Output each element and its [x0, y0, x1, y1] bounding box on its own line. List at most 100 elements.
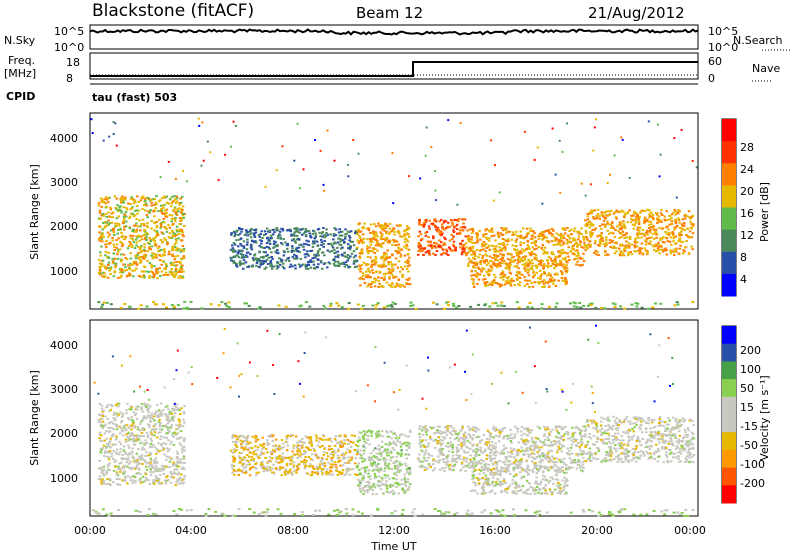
- heatmap-cell: [250, 236, 253, 238]
- heatmap-cell: [524, 265, 527, 267]
- heatmap-cell: [118, 206, 121, 208]
- heatmap-cell: [488, 284, 491, 286]
- heatmap-cell: [135, 439, 138, 441]
- heatmap-cell: [153, 429, 156, 431]
- heatmap-cell: [137, 252, 140, 254]
- heatmap-cell: [241, 459, 244, 461]
- heatmap-cell: [241, 228, 244, 230]
- heatmap-cell: [353, 244, 356, 246]
- heatmap-cell: [636, 303, 639, 305]
- heatmap-cell: [623, 508, 626, 510]
- heatmap-cell: [122, 222, 125, 224]
- heatmap-cell: [657, 124, 659, 126]
- heatmap-cell: [231, 465, 234, 467]
- heatmap-cell: [123, 206, 126, 208]
- heatmap-cell: [136, 264, 139, 266]
- heatmap-cell: [268, 239, 271, 241]
- heatmap-cell: [149, 462, 152, 464]
- heatmap-cell: [258, 266, 261, 268]
- heatmap-cell: [314, 472, 317, 474]
- heatmap-cell: [337, 254, 340, 256]
- heatmap-cell: [230, 146, 232, 148]
- heatmap-cell: [558, 255, 561, 257]
- heatmap-cell: [398, 260, 401, 262]
- heatmap-cell: [149, 445, 152, 447]
- heatmap-cell: [294, 454, 297, 456]
- heatmap-cell: [670, 217, 673, 219]
- heatmap-cell: [579, 307, 582, 309]
- heatmap-cell: [344, 255, 347, 257]
- heatmap-cell: [554, 240, 557, 242]
- heatmap-cell: [482, 249, 485, 251]
- heatmap-cell: [679, 210, 682, 212]
- heatmap-cell: [117, 229, 120, 231]
- heatmap-cell: [639, 227, 642, 229]
- heatmap-cell: [395, 276, 398, 278]
- heatmap-cell: [371, 281, 374, 283]
- heatmap-cell: [323, 305, 326, 307]
- heatmap-cell: [142, 219, 145, 221]
- heatmap-cell: [566, 227, 569, 229]
- heatmap-cell: [322, 464, 325, 466]
- heatmap-cell: [679, 514, 682, 516]
- heatmap-cell: [242, 463, 245, 465]
- heatmap-cell: [345, 513, 348, 515]
- heatmap-cell: [399, 284, 402, 286]
- heatmap-cell: [606, 221, 609, 223]
- heatmap-cell: [600, 234, 603, 236]
- heatmap-cell: [107, 232, 110, 234]
- heatmap-cell: [317, 473, 320, 475]
- heatmap-cell: [120, 253, 123, 255]
- heatmap-cell: [366, 263, 369, 265]
- heatmap-cell: [620, 243, 623, 245]
- heatmap-cell: [551, 253, 554, 255]
- heatmap-cell: [135, 231, 138, 233]
- heatmap-cell: [578, 231, 581, 233]
- heatmap-cell: [102, 213, 105, 215]
- heatmap-cell: [486, 271, 489, 273]
- heatmap-cell: [331, 451, 334, 453]
- heatmap-cell: [676, 512, 679, 514]
- heatmap-cell: [538, 283, 541, 285]
- heatmap-cell: [151, 252, 154, 254]
- heatmap-cell: [168, 253, 171, 255]
- heatmap-cell: [499, 277, 502, 279]
- heatmap-cell: [148, 271, 151, 273]
- heatmap-cell: [147, 197, 150, 199]
- heatmap-cell: [167, 274, 170, 276]
- heatmap-cell: [549, 258, 552, 260]
- heatmap-cell: [566, 261, 569, 263]
- heatmap-cell: [333, 233, 336, 235]
- heatmap-cell: [490, 270, 493, 272]
- heatmap-cell: [290, 230, 293, 232]
- heatmap-cell: [345, 261, 348, 263]
- heatmap-cell: [401, 276, 404, 278]
- heatmap-cell: [642, 229, 645, 231]
- heatmap-cell: [337, 251, 340, 253]
- heatmap-cell: [239, 440, 242, 442]
- heatmap-cell: [555, 285, 558, 287]
- heatmap-cell: [558, 239, 561, 241]
- heatmap-cell: [430, 245, 433, 247]
- heatmap-cell: [272, 440, 275, 442]
- heatmap-cell: [149, 237, 152, 239]
- heatmap-cell: [520, 242, 523, 244]
- heatmap-cell: [118, 403, 121, 405]
- heatmap-cell: [181, 240, 184, 242]
- heatmap-cell: [597, 254, 600, 256]
- heatmap-cell: [583, 260, 586, 262]
- heatmap-cell: [546, 237, 549, 239]
- heatmap-cell: [134, 510, 137, 512]
- heatmap-cell: [529, 302, 532, 304]
- heatmap-cell: [143, 246, 146, 248]
- heatmap-cell: [169, 227, 172, 229]
- heatmap-cell: [628, 242, 631, 244]
- heatmap-cell: [254, 229, 257, 231]
- heatmap-cell: [255, 242, 258, 244]
- heatmap-cell: [154, 240, 157, 242]
- heatmap-cell: [124, 238, 127, 240]
- heatmap-cell: [129, 203, 132, 205]
- heatmap-cell: [584, 245, 587, 247]
- heatmap-cell: [584, 224, 587, 226]
- heatmap-cell: [658, 246, 661, 248]
